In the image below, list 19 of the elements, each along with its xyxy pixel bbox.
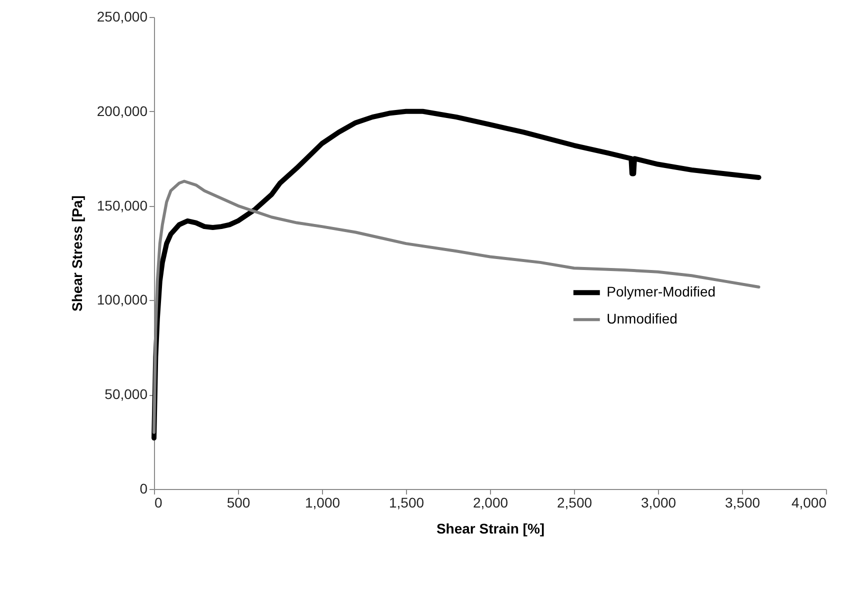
x-tick-label: 4,000 [791,494,827,510]
legend-label: Polymer-Modified [606,284,716,300]
x-tick-label: 1,500 [388,494,424,510]
x-tick-label: 3,500 [724,494,760,510]
x-tick-label: 0 [154,494,162,510]
x-tick-label: 500 [226,494,250,510]
y-axis-title: Shear Stress [Pa] [68,196,85,312]
x-axis-title: Shear Strain [%] [436,520,545,536]
x-tick-label: 2,000 [472,494,508,510]
legend-label: Unmodified [606,310,678,327]
y-tick-label: 250,000 [96,8,148,24]
y-tick-label: 0 [140,480,148,496]
x-tick-label: 1,000 [304,494,340,510]
y-tick-label: 50,000 [104,386,148,402]
x-tick-label: 3,000 [640,494,676,510]
y-tick-label: 100,000 [96,292,148,308]
y-tick-label: 150,000 [96,197,148,214]
y-tick-label: 200,000 [96,102,148,119]
x-tick-label: 2,500 [556,494,592,510]
